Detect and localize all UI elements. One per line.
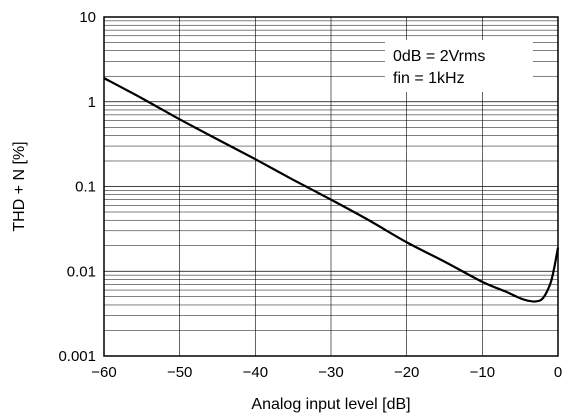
- x-tick-label: −40: [243, 364, 268, 381]
- y-tick-label: 0.01: [67, 263, 96, 280]
- x-tick-label: −60: [91, 364, 116, 381]
- legend-box: [385, 40, 533, 92]
- annotation-line-2: fin = 1kHz: [393, 70, 465, 87]
- y-tick-labels: 10 1 0.1 0.01 0.001: [58, 9, 96, 365]
- y-tick-label: 1: [88, 94, 96, 111]
- chart-series: [103, 77, 560, 303]
- x-axis-label: Analog input level [dB]: [251, 396, 410, 413]
- y-axis-label: THD + N [%]: [11, 141, 28, 231]
- x-tick-label: −50: [167, 364, 192, 381]
- plot-frame: [103, 16, 559, 357]
- x-tick-label: −10: [470, 364, 495, 381]
- x-tick-labels: −60 −50 −40 −30 −20 −10 0: [91, 364, 562, 381]
- x-tick-label: −30: [318, 364, 343, 381]
- x-tick-label: −20: [394, 364, 419, 381]
- x-tick-label: 0: [554, 364, 562, 381]
- thdn-series-line: [103, 77, 560, 303]
- y-tick-label: 10: [79, 9, 96, 26]
- y-tick-label: 0.1: [75, 179, 96, 196]
- annotation-line-1: 0dB = 2Vrms: [393, 48, 485, 65]
- y-tick-label: 0.001: [58, 348, 96, 365]
